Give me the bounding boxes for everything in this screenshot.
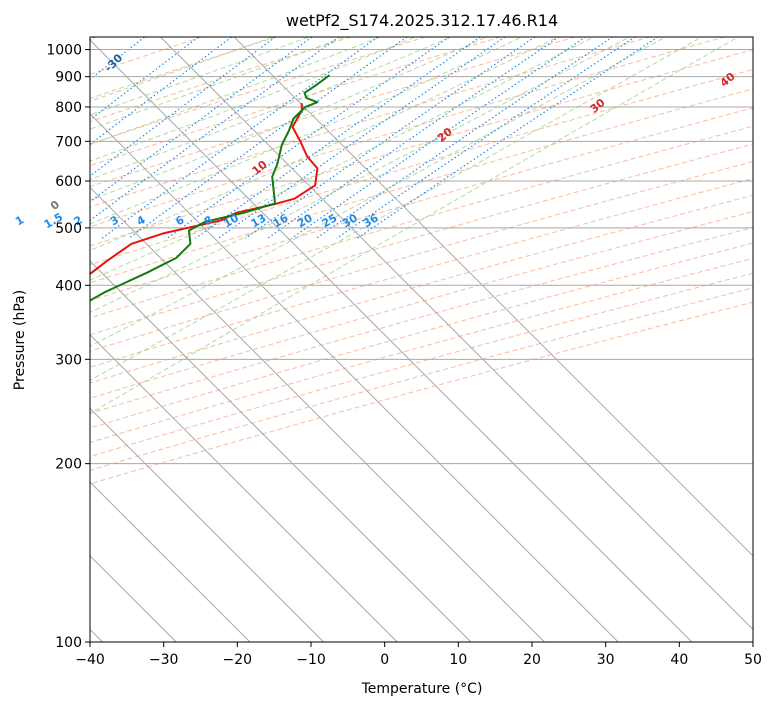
isotherm (160, 37, 753, 631)
mixing-ratio-line (90, 37, 340, 222)
y-tick-label: 600 (55, 174, 82, 190)
y-tick-label: 1000 (46, 43, 82, 59)
mixing-ratio-line (336, 37, 637, 239)
isotherm (90, 481, 251, 642)
dry-adiabat (90, 88, 753, 284)
y-tick-label: 100 (55, 635, 82, 651)
x-tick-label: 0 (380, 652, 389, 668)
mixing-ratio-line (267, 37, 560, 239)
x-tick-label: 40 (670, 652, 688, 668)
x-tick-label: −30 (149, 652, 179, 668)
mixing-ratio-line (315, 37, 614, 239)
y-tick-label: 400 (55, 278, 82, 294)
x-tick-label: 10 (449, 652, 467, 668)
mixing-ratio-line (90, 37, 146, 81)
dewpoint-line (90, 74, 331, 302)
y-axis-title: Pressure (hPa) (12, 290, 28, 390)
dry-adiabat (90, 125, 753, 319)
chart-title: wetPf2_S174.2025.312.17.46.R14 (286, 11, 558, 31)
x-tick-label: 30 (597, 652, 615, 668)
x-tick-label: −40 (75, 652, 105, 668)
y-tick-label: 200 (55, 457, 82, 473)
x-axis-title: Temperature (°C) (361, 681, 483, 697)
y-tick-label: 800 (55, 100, 82, 116)
isotherm (90, 39, 693, 642)
mixing-ratio-line (217, 37, 506, 239)
mixing-ratio-line (90, 37, 313, 203)
x-axis: −40 −30 −20 −10 0 10 20 30 40 50 (75, 642, 762, 668)
series-layer (90, 74, 331, 302)
mixing-ratio-line (90, 37, 200, 121)
isotherm (90, 186, 545, 642)
x-tick-label: 20 (523, 652, 541, 668)
y-axis: 100 200 300 400 500 600 700 800 900 1000 (46, 43, 90, 651)
mixing-ratio-line (101, 37, 379, 239)
isotherm (90, 113, 619, 642)
y-tick-label: 700 (55, 134, 82, 150)
mixing-ratio-line (356, 37, 659, 239)
dry-adiabat (90, 178, 753, 368)
y-tick-label: 500 (55, 221, 82, 237)
dry-adiabat (90, 49, 753, 247)
mixing-ratio-line (245, 37, 536, 239)
isotherm (90, 407, 324, 642)
x-tick-label: −20 (223, 652, 253, 668)
mixing-ratio-line (90, 37, 233, 146)
y-tick-label: 300 (55, 352, 82, 368)
plot-frame (89, 36, 754, 643)
isotherm (90, 260, 472, 642)
mixing-ratio-line (90, 37, 277, 177)
temperature-line (90, 103, 319, 276)
x-tick-label: −10 (296, 652, 326, 668)
isotherm (90, 334, 398, 642)
x-tick-label: 50 (744, 652, 762, 668)
y-tick-label: 900 (55, 70, 82, 86)
dry-adiabat (90, 161, 753, 352)
isotherm (233, 37, 753, 557)
grid (90, 37, 753, 642)
moist-adiabat (90, 37, 740, 415)
